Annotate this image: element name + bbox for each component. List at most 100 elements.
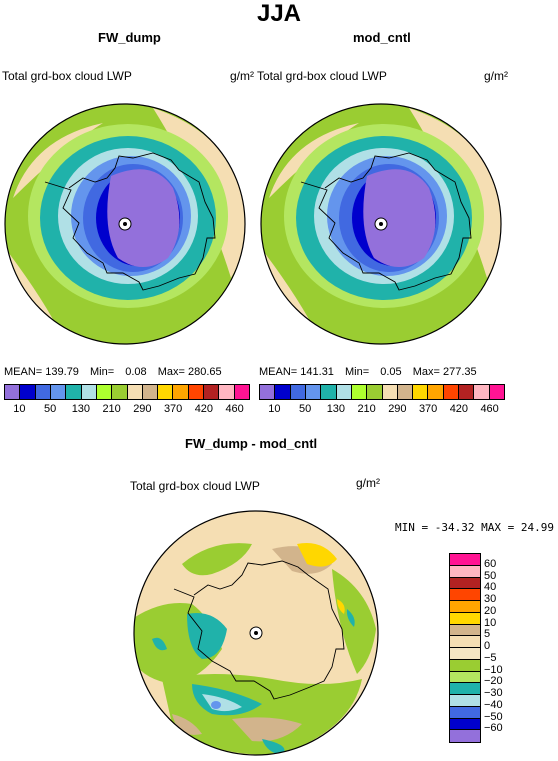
panel-1-colorbar — [4, 384, 250, 400]
colorbar-tick-label: 5 — [484, 628, 491, 641]
colorbar-tick-label: −60 — [484, 722, 503, 735]
colorbar-swatch — [127, 385, 143, 399]
colorbar-tick-label: 0 — [484, 640, 491, 652]
colorbar-swatch — [450, 589, 480, 601]
panel-1-mean-label: MEAN= — [4, 366, 43, 378]
panel-3-variable-label: Total grd-box cloud LWP — [130, 479, 260, 493]
colorbar-swatch — [275, 385, 291, 399]
panel-2-max-value: 277.35 — [442, 366, 477, 378]
colorbar-swatch — [450, 636, 480, 648]
colorbar-swatch — [450, 565, 480, 578]
panel-1-variable-label: Total grd-box cloud LWP — [2, 69, 132, 83]
colorbar-swatch — [35, 385, 51, 399]
colorbar-swatch — [450, 577, 480, 590]
panel-1-max-value: 280.65 — [187, 366, 222, 378]
colorbar-swatch — [20, 385, 36, 399]
colorbar-swatch — [450, 671, 480, 684]
colorbar-tick-label: 460 — [225, 403, 244, 415]
colorbar-swatch — [219, 385, 235, 399]
colorbar-swatch — [66, 385, 82, 399]
colorbar-tick-label: −10 — [484, 663, 503, 676]
colorbar-swatch — [81, 385, 97, 399]
panel-1-units: g/m² — [230, 69, 254, 83]
panel-1-title: FW_dump — [98, 30, 161, 45]
colorbar-tick-label: 30 — [484, 593, 497, 605]
colorbar-swatch — [382, 385, 398, 399]
colorbar-swatch — [321, 385, 337, 399]
panel-1-min-label: Min= — [90, 366, 115, 378]
colorbar-swatch — [397, 385, 414, 399]
colorbar-tick-label: 210 — [357, 403, 376, 415]
colorbar-tick-label: −40 — [484, 698, 503, 711]
panel-1-map — [4, 103, 246, 345]
colorbar-swatch — [489, 385, 504, 399]
colorbar-tick-label: 420 — [449, 403, 469, 415]
panel-2-min-value: 0.05 — [380, 366, 402, 378]
colorbar-swatch — [450, 601, 480, 613]
panel-2-colorbar — [259, 384, 505, 400]
colorbar-tick-label: 50 — [299, 403, 312, 415]
colorbar-swatch — [173, 385, 189, 399]
panel-1-min-value: 0.08 — [125, 366, 147, 378]
colorbar-swatch — [450, 706, 480, 719]
panel-2-variable-label: Total grd-box cloud LWP — [257, 69, 387, 83]
colorbar-swatch — [260, 385, 276, 399]
panel-2-stats: MEAN= 141.31 Min= 0.05 Max= 277.35 — [259, 366, 477, 378]
colorbar-swatch — [450, 648, 480, 660]
colorbar-tick-label: 290 — [388, 403, 407, 415]
colorbar-swatch — [450, 624, 480, 637]
colorbar-swatch — [450, 683, 480, 695]
colorbar-tick-label: −30 — [484, 687, 503, 699]
colorbar-tick-label: −5 — [484, 651, 497, 664]
colorbar-tick-label: 370 — [418, 403, 438, 415]
colorbar-swatch — [413, 385, 429, 399]
figure-title: JJA — [256, 0, 302, 27]
panel-3-title: FW_dump - mod_cntl — [185, 436, 318, 451]
colorbar-tick-label: −20 — [484, 675, 503, 688]
panel-2-units: g/m² — [484, 69, 508, 83]
panel-1-max-label: Max= — [157, 366, 185, 378]
colorbar-tick-label: 370 — [163, 403, 183, 415]
colorbar-swatch — [290, 385, 306, 399]
colorbar-swatch — [428, 385, 444, 399]
colorbar-tick-label: 20 — [484, 604, 497, 617]
colorbar-swatch — [459, 385, 475, 399]
panel-1-mean-value: 139.79 — [45, 366, 79, 378]
colorbar-swatch — [50, 385, 67, 399]
colorbar-swatch — [96, 385, 113, 399]
panel-3-min-max: MIN = -34.32 MAX = 24.99 — [395, 521, 554, 534]
colorbar-tick-label: 10 — [13, 403, 26, 415]
panel-2-min-label: Min= — [345, 366, 370, 378]
colorbar-tick-label: 290 — [133, 403, 152, 415]
colorbar-swatch — [112, 385, 128, 399]
colorbar-tick-label: 130 — [326, 403, 346, 415]
colorbar-swatch — [336, 385, 352, 399]
colorbar-swatch — [351, 385, 368, 399]
panel-2-map — [260, 103, 502, 345]
colorbar-swatch — [450, 730, 480, 742]
colorbar-swatch — [450, 695, 480, 707]
colorbar-tick-label: 60 — [484, 557, 497, 570]
panel-2-title: mod_cntl — [353, 30, 411, 45]
panel-3-units: g/m² — [356, 476, 380, 490]
colorbar-swatch — [450, 659, 480, 672]
colorbar-tick-label: −50 — [484, 710, 503, 723]
colorbar-swatch — [450, 612, 480, 625]
colorbar-tick-label: 130 — [71, 403, 91, 415]
colorbar-swatch — [367, 385, 383, 399]
panel-3-map — [133, 510, 379, 756]
colorbar-tick-label: 50 — [44, 403, 57, 415]
panel-2-mean-label: MEAN= — [259, 366, 298, 378]
colorbar-tick-label: 50 — [484, 569, 497, 582]
colorbar-swatch — [450, 718, 480, 731]
colorbar-swatch — [474, 385, 490, 399]
colorbar-swatch — [5, 385, 21, 399]
colorbar-tick-label: 420 — [194, 403, 214, 415]
colorbar-swatch — [305, 385, 322, 399]
panel-2-max-label: Max= — [412, 366, 440, 378]
colorbar-tick-label: 210 — [102, 403, 121, 415]
colorbar-tick-label: 10 — [268, 403, 281, 415]
colorbar-tick-label: 40 — [484, 581, 497, 594]
panel-3-colorbar — [449, 553, 481, 743]
colorbar-swatch — [188, 385, 205, 399]
